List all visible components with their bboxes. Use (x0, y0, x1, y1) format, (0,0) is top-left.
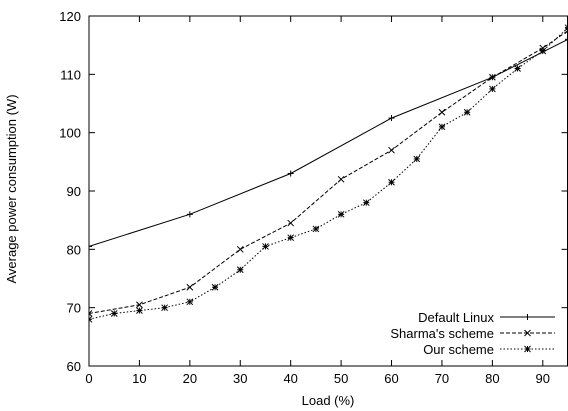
series-layer (89, 24, 568, 323)
data-point (136, 307, 143, 314)
y-tick-label: 70 (67, 301, 81, 316)
y-tick-label: 120 (59, 9, 81, 24)
data-point (524, 329, 531, 337)
data-point (565, 36, 568, 43)
data-point (211, 283, 219, 291)
data-point (489, 73, 496, 81)
data-point (388, 178, 395, 186)
x-axis-label: Load (%) (302, 393, 355, 408)
series-line (89, 38, 568, 247)
series-line (89, 30, 568, 314)
data-point (337, 210, 345, 218)
y-tick-label: 80 (67, 242, 81, 257)
x-tick-label: 10 (132, 371, 146, 386)
data-point (362, 199, 370, 207)
x-tick-label: 30 (233, 371, 247, 386)
data-point (388, 115, 395, 122)
axes: 0 10 20 30 40 50 60 70 80 90 60 70 80 90 100 110 120 (59, 9, 568, 386)
series-2 (89, 24, 568, 323)
data-point (287, 234, 295, 242)
x-tick-label: 40 (283, 371, 297, 386)
data-point (539, 47, 547, 55)
legend-label: Sharma's scheme (390, 326, 494, 341)
data-point (524, 314, 531, 320)
x-tick-label: 90 (536, 371, 550, 386)
legend-label: Our scheme (423, 342, 494, 357)
y-tick-label: 60 (67, 359, 81, 374)
x-tick-label: 60 (384, 371, 398, 386)
data-point (312, 225, 320, 233)
x-tick-label: 70 (435, 371, 449, 386)
data-point (337, 175, 345, 183)
series-1 (89, 27, 568, 317)
data-point (287, 170, 294, 177)
data-point (89, 315, 93, 323)
data-point (186, 298, 194, 306)
data-point (161, 304, 168, 312)
data-point (136, 301, 143, 309)
data-point (89, 310, 93, 317)
data-point (564, 24, 568, 32)
data-point (564, 27, 568, 34)
data-point (463, 108, 471, 116)
x-tick-label: 80 (485, 371, 499, 386)
data-point (524, 345, 531, 353)
data-point (388, 146, 395, 154)
data-point (287, 219, 295, 227)
data-point (438, 123, 446, 131)
legend-label: Default Linux (418, 310, 494, 325)
data-point (236, 266, 244, 274)
y-tick-label: 100 (59, 126, 81, 141)
y-tick-label: 90 (67, 184, 81, 199)
data-point (110, 310, 118, 317)
data-point (262, 243, 269, 250)
series-0 (89, 36, 568, 250)
data-point (438, 108, 446, 116)
x-tick-label: 50 (334, 371, 348, 386)
y-axis-label: Average power consumption (W) (4, 94, 19, 283)
data-point (186, 283, 194, 291)
data-point (489, 85, 496, 93)
data-point (413, 155, 421, 163)
y-tick-label: 110 (60, 67, 81, 82)
data-point (236, 245, 244, 253)
data-point (514, 65, 521, 72)
data-point (89, 243, 92, 250)
x-tick-label: 20 (183, 371, 197, 386)
x-tick-label: 0 (85, 371, 92, 386)
data-point (186, 211, 193, 218)
series-line (89, 27, 568, 320)
